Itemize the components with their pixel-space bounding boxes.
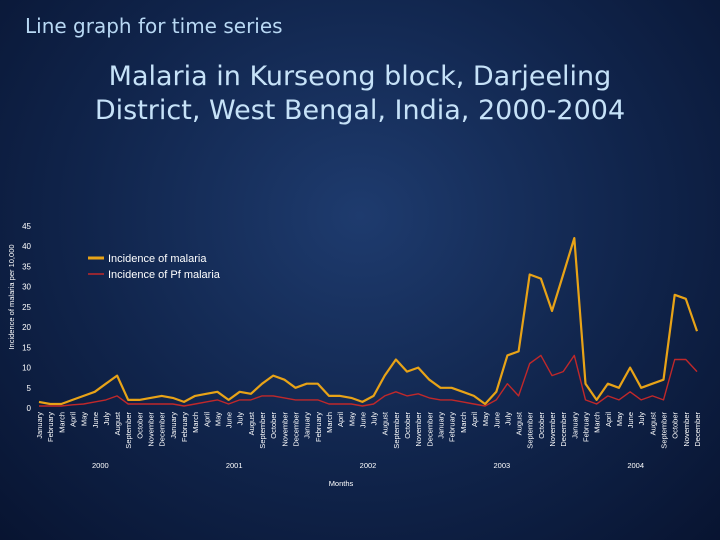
series-line-pf-malaria [39,354,698,407]
year-label: 2004 [627,461,644,470]
y-axis-label: Incidence of malaria per 10,000 [7,244,16,349]
legend-label: Incidence of malaria [108,253,207,265]
x-tick-label: March [593,412,602,433]
x-tick-label: May [481,412,490,426]
x-tick-label: June [492,412,501,428]
x-tick-label: April [336,412,345,427]
x-tick-label: February [46,412,55,442]
x-tick-label: July [503,412,512,426]
x-tick-label: June [91,412,100,428]
legend-label: Incidence of Pf malaria [108,269,221,281]
y-tick-label: 45 [22,222,31,231]
x-tick-label: September [660,411,669,448]
x-tick-label: May [347,412,356,426]
x-tick-label: September [392,411,401,448]
x-tick-label: January [570,412,579,439]
y-tick-label: 10 [22,364,31,373]
x-tick-label: March [325,412,334,433]
x-axis-label: Months [329,479,354,488]
x-tick-label: July [236,412,245,426]
x-tick-label: November [414,412,423,447]
x-tick-label: August [381,411,390,435]
x-tick-label: May [213,412,222,426]
y-tick-label: 25 [22,303,31,312]
x-tick-label: August [113,411,122,435]
x-tick-label: December [693,412,702,447]
x-tick-label: April [470,412,479,427]
x-tick-label: September [526,411,535,448]
x-tick-label: August [247,411,256,435]
y-tick-label: 15 [22,343,31,352]
x-tick-label: September [258,411,267,448]
x-tick-label: February [581,412,590,442]
x-tick-label: March [191,412,200,433]
x-tick-label: January [436,412,445,439]
x-tick-label: July [370,412,379,426]
x-tick-label: February [314,412,323,442]
year-label: 2000 [92,461,109,470]
x-tick-label: January [169,412,178,439]
x-tick-label: November [548,412,557,447]
y-tick-label: 40 [22,242,31,251]
x-tick-label: October [671,412,680,439]
x-tick-label: November [147,412,156,447]
series-line-malaria [38,237,699,406]
x-tick-label: April [604,412,613,427]
x-tick-label: November [280,412,289,447]
x-tick-label: April [68,412,77,427]
x-tick-label: November [682,412,691,447]
x-tick-label: December [292,412,301,447]
x-tick-label: May [80,412,89,426]
x-tick-label: April [202,412,211,427]
y-tick-label: 30 [22,283,31,292]
chart-title-line-2: District, West Bengal, India, 2000-2004 [94,95,626,126]
chart-title: Malaria in Kurseong block, Darjeeling Di… [0,60,720,128]
x-tick-label: December [158,412,167,447]
y-tick-label: 20 [22,323,31,332]
x-tick-label: June [225,412,234,428]
x-tick-label: May [615,412,624,426]
x-tick-label: June [358,412,367,428]
x-tick-label: October [403,412,412,439]
x-tick-label: March [57,412,66,433]
x-tick-label: October [537,412,546,439]
x-tick-label: July [637,412,646,426]
x-tick-label: January [35,412,44,439]
x-tick-label: December [559,412,568,447]
chart-title-line-1: Malaria in Kurseong block, Darjeeling [108,61,612,92]
x-tick-label: February [180,412,189,442]
x-tick-label: October [269,412,278,439]
x-tick-label: June [626,412,635,428]
x-tick-label: September [124,411,133,448]
x-tick-label: January [303,412,312,439]
x-tick-label: December [425,412,434,447]
y-tick-label: 35 [22,262,31,271]
x-tick-label: February [448,412,457,442]
x-tick-label: July [102,412,111,426]
x-tick-label: August [515,411,524,435]
year-label: 2003 [493,461,510,470]
x-tick-label: March [459,412,468,433]
y-tick-label: 5 [27,384,32,393]
year-label: 2002 [360,461,377,470]
y-tick-label: 0 [27,404,32,413]
year-label: 2001 [226,461,243,470]
x-tick-label: August [648,411,657,435]
slide-heading: Line graph for time series [25,14,283,38]
x-tick-label: October [135,412,144,439]
